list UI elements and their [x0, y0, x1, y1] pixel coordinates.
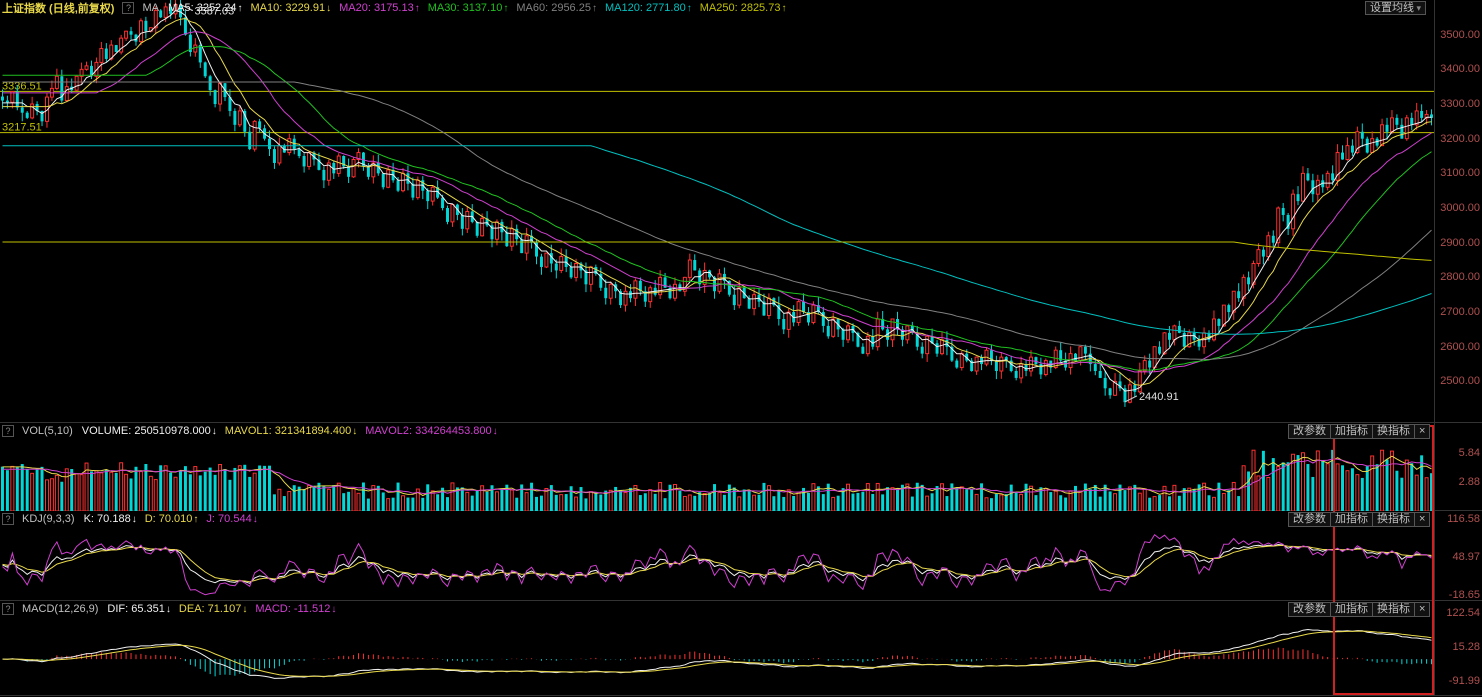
ma-item-4: MA30: 3137.10↑ [428, 2, 509, 14]
vol-buttons: 改参数加指标换指标× [1288, 424, 1430, 439]
vol-ytick: 2.88 [1459, 476, 1480, 488]
vol-btn-2[interactable]: 换指标 [1373, 424, 1415, 439]
ma-item-3: MA20: 3175.13↑ [339, 2, 420, 14]
ma10-line [3, 19, 1432, 386]
ma-item-5: MA60: 2956.25↑ [516, 2, 597, 14]
vol-header-item-3: MAVOL2: 334264453.800↓ [365, 425, 497, 437]
macd-ytick: -91.99 [1449, 675, 1480, 687]
price-panel[interactable]: 上证指数 (日线,前复权)? MA MA5: 3252.24↑ MA10: 3229… [0, 0, 1482, 423]
macd-buttons: 改参数加指标换指标× [1288, 602, 1430, 617]
kdj-header-item-1: K: 70.188↓ [84, 513, 137, 525]
price-chart-svg: 3336.513217.513587.032440.91 [0, 0, 1434, 423]
macd-header-item-2: DEA: 71.107↓ [179, 603, 247, 615]
macd-panel[interactable]: ? MACD(12,26,9) DIF: 65.351↓ DEA: 71.107↓ M… [0, 601, 1482, 696]
macd-header-item-0: MACD(12,26,9) [22, 603, 99, 615]
kdj-header-item-2: D: 70.010↑ [145, 513, 199, 525]
macd-btn-0[interactable]: 改参数 [1288, 602, 1331, 617]
ma-item-0: MA [142, 2, 160, 14]
kdj-header: ? KDJ(9,3,3) K: 70.188↓ D: 70.010↑ J: 70.54… [2, 512, 1480, 526]
ma-item-2: MA10: 3229.91↓ [250, 2, 331, 14]
price-ytick: 3200.00 [1440, 133, 1480, 145]
hline-label-1: 3217.51 [2, 122, 42, 134]
ma-item-1: MA5: 3252.24↑ [168, 2, 243, 14]
macd-header-item-3: MACD: -11.512↓ [255, 603, 336, 615]
macd-btn-2[interactable]: 换指标 [1373, 602, 1415, 617]
vol-header-item-1: VOLUME: 250510978.000↓ [82, 425, 217, 437]
kdj-d-line [3, 545, 1432, 581]
help-icon[interactable]: ? [2, 513, 14, 525]
vol-header-item-0: VOL(5,10) [22, 425, 74, 437]
symbol-title: 上证指数 (日线,前复权) [2, 0, 114, 16]
macd-header: ? MACD(12,26,9) DIF: 65.351↓ DEA: 71.107↓ M… [2, 602, 1480, 616]
close-icon[interactable]: × [1415, 602, 1430, 617]
kdj-btn-0[interactable]: 改参数 [1288, 512, 1331, 527]
help-icon[interactable]: ? [2, 603, 14, 615]
price-ytick: 3100.00 [1440, 167, 1480, 179]
price-ytick: 3400.00 [1440, 63, 1480, 75]
close-icon[interactable]: × [1415, 424, 1430, 439]
price-ytick: 2600.00 [1440, 341, 1480, 353]
close-icon[interactable]: × [1415, 512, 1430, 527]
kdj-btn-1[interactable]: 加指标 [1331, 512, 1373, 527]
kdj-panel[interactable]: ? KDJ(9,3,3) K: 70.188↓ D: 70.010↑ J: 70.54… [0, 511, 1482, 601]
price-ytick: 3000.00 [1440, 202, 1480, 214]
ma-item-7: MA250: 2825.73↑ [700, 2, 787, 14]
help-icon[interactable]: ? [122, 2, 134, 14]
price-ytick: 2700.00 [1440, 306, 1480, 318]
set-ma-container: 设置均线 [1365, 2, 1426, 15]
kdj-header-item-0: KDJ(9,3,3) [22, 513, 76, 525]
price-ytick: 3500.00 [1440, 29, 1480, 41]
macd-dea-line [3, 631, 1432, 676]
vol-ytick: 5.84 [1459, 447, 1480, 459]
vol-panel[interactable]: ? VOL(5,10) VOLUME: 250510978.000↓ MAVOL1:… [0, 423, 1482, 511]
set-ma-button[interactable]: 设置均线 [1365, 1, 1426, 15]
vol-btn-0[interactable]: 改参数 [1288, 424, 1331, 439]
vol-header-item-2: MAVOL1: 321341894.400↓ [225, 425, 357, 437]
ma60-line [3, 82, 1432, 360]
macd-dif-line [3, 630, 1432, 679]
kdj-ytick: -18.65 [1449, 589, 1480, 601]
ma-item-6: MA120: 2771.80↑ [605, 2, 692, 14]
kdj-j-line [3, 535, 1432, 595]
price-ytick: 2800.00 [1440, 271, 1480, 283]
price-ytick: 2500.00 [1440, 375, 1480, 387]
ma250-line [3, 242, 1432, 260]
mavol2-line [3, 459, 1432, 494]
ma20-line [3, 32, 1432, 372]
price-ytick: 3300.00 [1440, 98, 1480, 110]
kdj-buttons: 改参数加指标换指标× [1288, 512, 1430, 527]
kdj-header-item-3: J: 70.544↓ [206, 513, 257, 525]
ma120-line [3, 146, 1432, 334]
price-yaxis: 2500.00 2600.00 2700.00 2800.00 2900.00 3000.… [1434, 0, 1482, 422]
kdj-ytick: 48.97 [1452, 551, 1480, 563]
kdj-btn-2[interactable]: 换指标 [1373, 512, 1415, 527]
price-ytick: 2900.00 [1440, 237, 1480, 249]
vol-btn-1[interactable]: 加指标 [1331, 424, 1373, 439]
macd-ytick: 15.28 [1452, 641, 1480, 653]
macd-header-item-1: DIF: 65.351↓ [107, 603, 171, 615]
ma30-line [3, 46, 1432, 370]
vol-header: ? VOL(5,10) VOLUME: 250510978.000↓ MAVOL1:… [2, 424, 1480, 438]
price-annotation-1: 2440.91 [1139, 391, 1179, 403]
help-icon[interactable]: ? [2, 425, 14, 437]
macd-btn-1[interactable]: 加指标 [1331, 602, 1373, 617]
price-header: 上证指数 (日线,前复权)? MA MA5: 3252.24↑ MA10: 3229… [2, 1, 1480, 15]
